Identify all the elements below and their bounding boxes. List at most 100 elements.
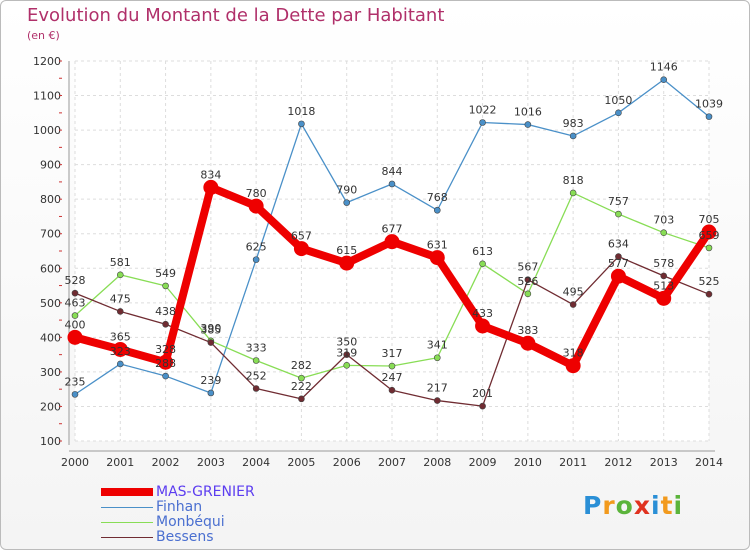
x-tick-label: 2009 xyxy=(469,456,497,469)
data-point xyxy=(293,241,309,257)
data-point xyxy=(433,206,441,214)
data-label: 818 xyxy=(563,174,584,187)
x-tick-label: 2012 xyxy=(604,456,632,469)
x-tick-label: 2003 xyxy=(197,456,225,469)
data-label: 1146 xyxy=(650,61,678,74)
data-label: 549 xyxy=(155,267,176,280)
y-tick-label: 200 xyxy=(40,400,61,413)
data-point xyxy=(615,109,622,117)
data-point xyxy=(479,402,486,410)
data-label: 780 xyxy=(246,187,267,200)
data-point xyxy=(67,329,83,345)
data-point xyxy=(116,360,124,368)
data-point xyxy=(71,391,79,398)
y-tick-label: 800 xyxy=(40,193,61,206)
data-point xyxy=(479,119,486,126)
legend-item-bessens: Bessens xyxy=(101,530,361,545)
data-label: 323 xyxy=(110,345,131,358)
data-point xyxy=(158,354,174,370)
data-point xyxy=(701,224,717,240)
data-label: 983 xyxy=(563,117,584,130)
legend-label-finhan: Finhan xyxy=(156,499,203,515)
data-point xyxy=(656,290,672,306)
data-point xyxy=(569,189,577,197)
data-label: 400 xyxy=(65,318,86,331)
x-tick-label: 2007 xyxy=(378,456,406,469)
data-label: 247 xyxy=(382,371,403,384)
data-label: 235 xyxy=(65,375,86,388)
data-label: 365 xyxy=(110,330,131,343)
data-label: 513 xyxy=(653,279,674,292)
data-label: 844 xyxy=(382,165,403,178)
data-label: 577 xyxy=(608,257,629,270)
data-label: 463 xyxy=(65,297,86,310)
data-label: 438 xyxy=(155,305,176,318)
data-point xyxy=(569,132,577,140)
data-label: 217 xyxy=(427,382,448,395)
legend-swatch-finhan xyxy=(101,507,153,508)
x-tick-label: 2008 xyxy=(423,456,451,469)
legend-swatch-bessens xyxy=(101,537,153,538)
data-label: 757 xyxy=(608,195,629,208)
data-label: 350 xyxy=(336,336,357,349)
x-tick-label: 2013 xyxy=(650,456,678,469)
y-tick-label: 900 xyxy=(40,159,61,172)
data-point xyxy=(565,358,581,374)
legend-item-finhan: Finhan xyxy=(101,500,361,515)
data-label: 528 xyxy=(65,274,86,287)
data-label: 1022 xyxy=(469,103,497,116)
proxiti-logo: Proxiti xyxy=(583,491,684,520)
data-label: 790 xyxy=(336,184,357,197)
x-tick-label: 2014 xyxy=(695,456,723,469)
data-label: 201 xyxy=(472,387,493,400)
data-point xyxy=(203,179,219,195)
data-point xyxy=(660,272,668,280)
data-point xyxy=(384,234,400,250)
x-tick-label: 2011 xyxy=(559,456,587,469)
y-tick-label: 1100 xyxy=(33,90,61,103)
data-point xyxy=(520,335,536,351)
data-label: 282 xyxy=(291,359,312,372)
data-point xyxy=(524,276,532,283)
legend-label-mas-grenier: MAS-GRENIER xyxy=(156,484,255,500)
data-label: 385 xyxy=(200,324,221,337)
data-point xyxy=(116,308,124,315)
data-point xyxy=(298,395,305,403)
data-label: 768 xyxy=(427,191,448,204)
data-point xyxy=(252,256,260,263)
legend-swatch-monbequi xyxy=(101,522,153,523)
data-point xyxy=(479,260,486,268)
data-label: 703 xyxy=(653,214,674,227)
data-point xyxy=(705,113,713,120)
data-point xyxy=(388,362,396,370)
y-tick-label: 700 xyxy=(40,228,61,241)
y-tick-label: 100 xyxy=(40,435,61,448)
data-label: 677 xyxy=(382,223,403,236)
data-point xyxy=(433,397,441,404)
data-label: 525 xyxy=(699,275,720,288)
data-label: 625 xyxy=(246,241,267,254)
data-label: 333 xyxy=(246,342,267,355)
plot-area xyxy=(75,61,709,441)
data-point xyxy=(610,268,626,284)
data-point xyxy=(207,389,215,397)
x-tick-label: 2005 xyxy=(287,456,315,469)
data-point xyxy=(705,244,713,252)
x-tick-label: 2004 xyxy=(242,456,270,469)
chart-title: Evolution du Montant de la Dette par Hab… xyxy=(27,5,445,26)
data-label: 1039 xyxy=(695,98,723,111)
data-label: 659 xyxy=(699,229,720,242)
y-tick-label: 1000 xyxy=(33,124,61,137)
data-label: 383 xyxy=(517,324,538,337)
data-point xyxy=(388,180,396,188)
data-label: 1018 xyxy=(287,105,315,118)
data-label: 390 xyxy=(200,322,221,335)
data-point xyxy=(569,301,577,308)
legend-label-monbequi: Monbéqui xyxy=(156,514,225,530)
data-point xyxy=(343,362,351,369)
data-label: 581 xyxy=(110,256,131,269)
data-point xyxy=(162,320,169,328)
x-tick-label: 2010 xyxy=(514,456,542,469)
data-point xyxy=(162,282,169,290)
